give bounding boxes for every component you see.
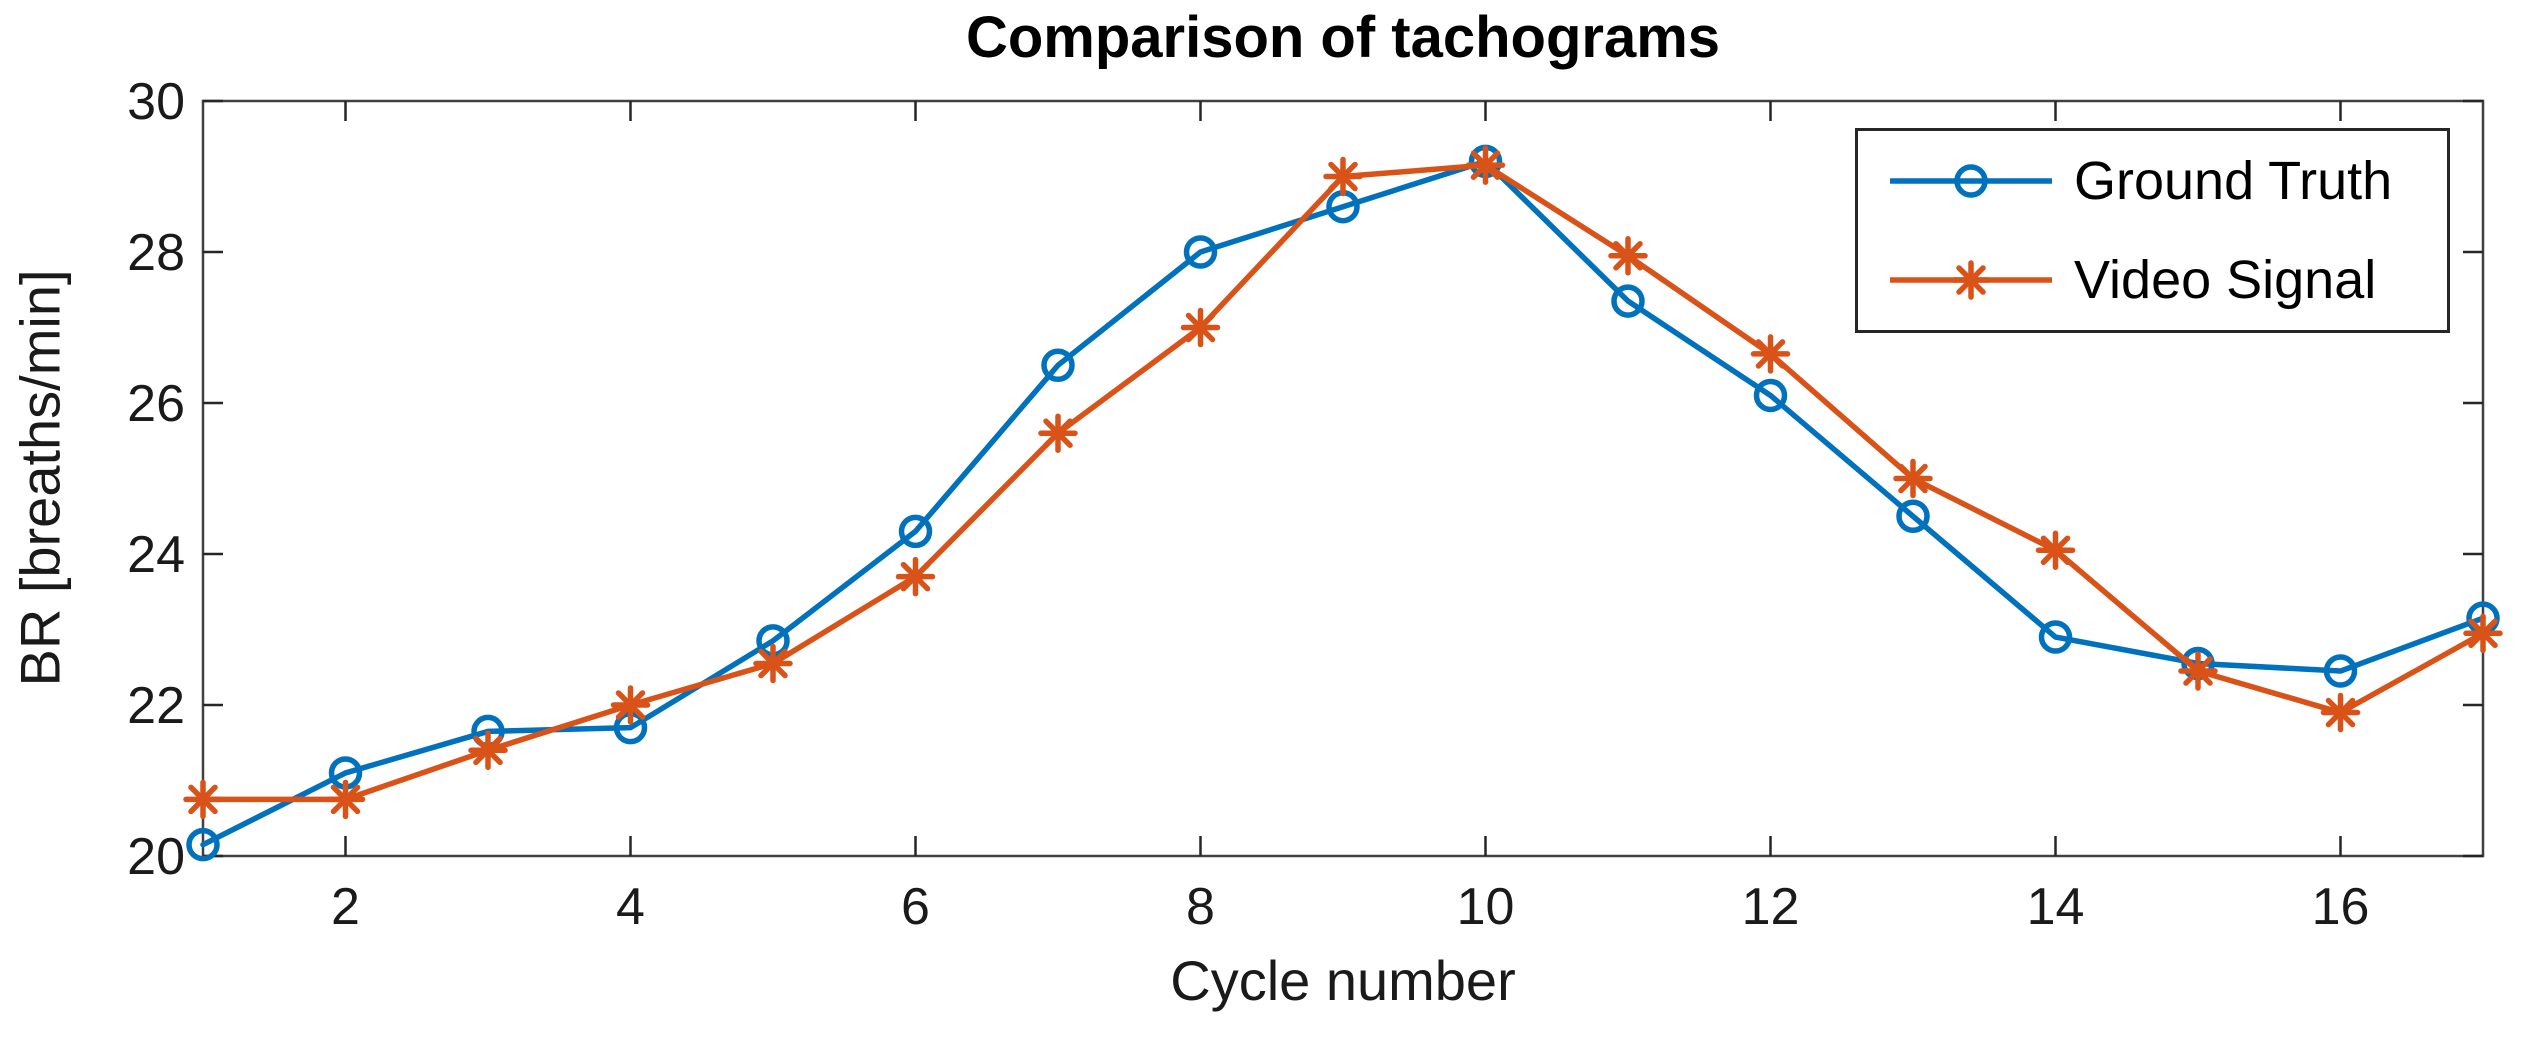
series-video-signal	[183, 145, 2503, 820]
svg-text:26: 26	[127, 375, 185, 433]
svg-text:8: 8	[1186, 878, 1215, 936]
svg-text:6: 6	[901, 878, 930, 936]
svg-text:2: 2	[331, 878, 360, 936]
svg-text:30: 30	[127, 73, 185, 131]
svg-text:20: 20	[127, 828, 185, 886]
x-axis-ticks: 2 4 6 8 10 12 14 16	[331, 101, 2369, 936]
x-axis-label: Cycle number	[1170, 949, 1516, 1012]
svg-text:16: 16	[2312, 878, 2370, 936]
legend-ground-truth-marker-icon	[1890, 164, 2052, 198]
svg-text:12: 12	[1742, 878, 1800, 936]
legend-item-ground-truth: Ground Truth	[1858, 131, 2447, 231]
svg-text:22: 22	[127, 677, 185, 735]
svg-text:28: 28	[127, 224, 185, 282]
svg-text:4: 4	[616, 878, 645, 936]
y-axis-label: BR [breaths/min]	[8, 269, 72, 687]
svg-text:14: 14	[2027, 878, 2085, 936]
legend-item-video-signal: Video Signal	[1858, 231, 2447, 331]
svg-text:24: 24	[127, 526, 185, 584]
svg-text:10: 10	[1457, 878, 1515, 936]
y-axis-ticks: 20 22 24 26 28 30	[127, 73, 2483, 886]
chart-title: Comparison of tachograms	[965, 5, 1721, 70]
plot-box	[201, 99, 2485, 858]
legend-label-ground-truth: Ground Truth	[2074, 150, 2393, 211]
legend: Ground Truth Video Signal	[1855, 128, 2450, 333]
legend-video-signal-marker-icon	[1890, 260, 2052, 300]
legend-label-video-signal: Video Signal	[2074, 250, 2377, 311]
